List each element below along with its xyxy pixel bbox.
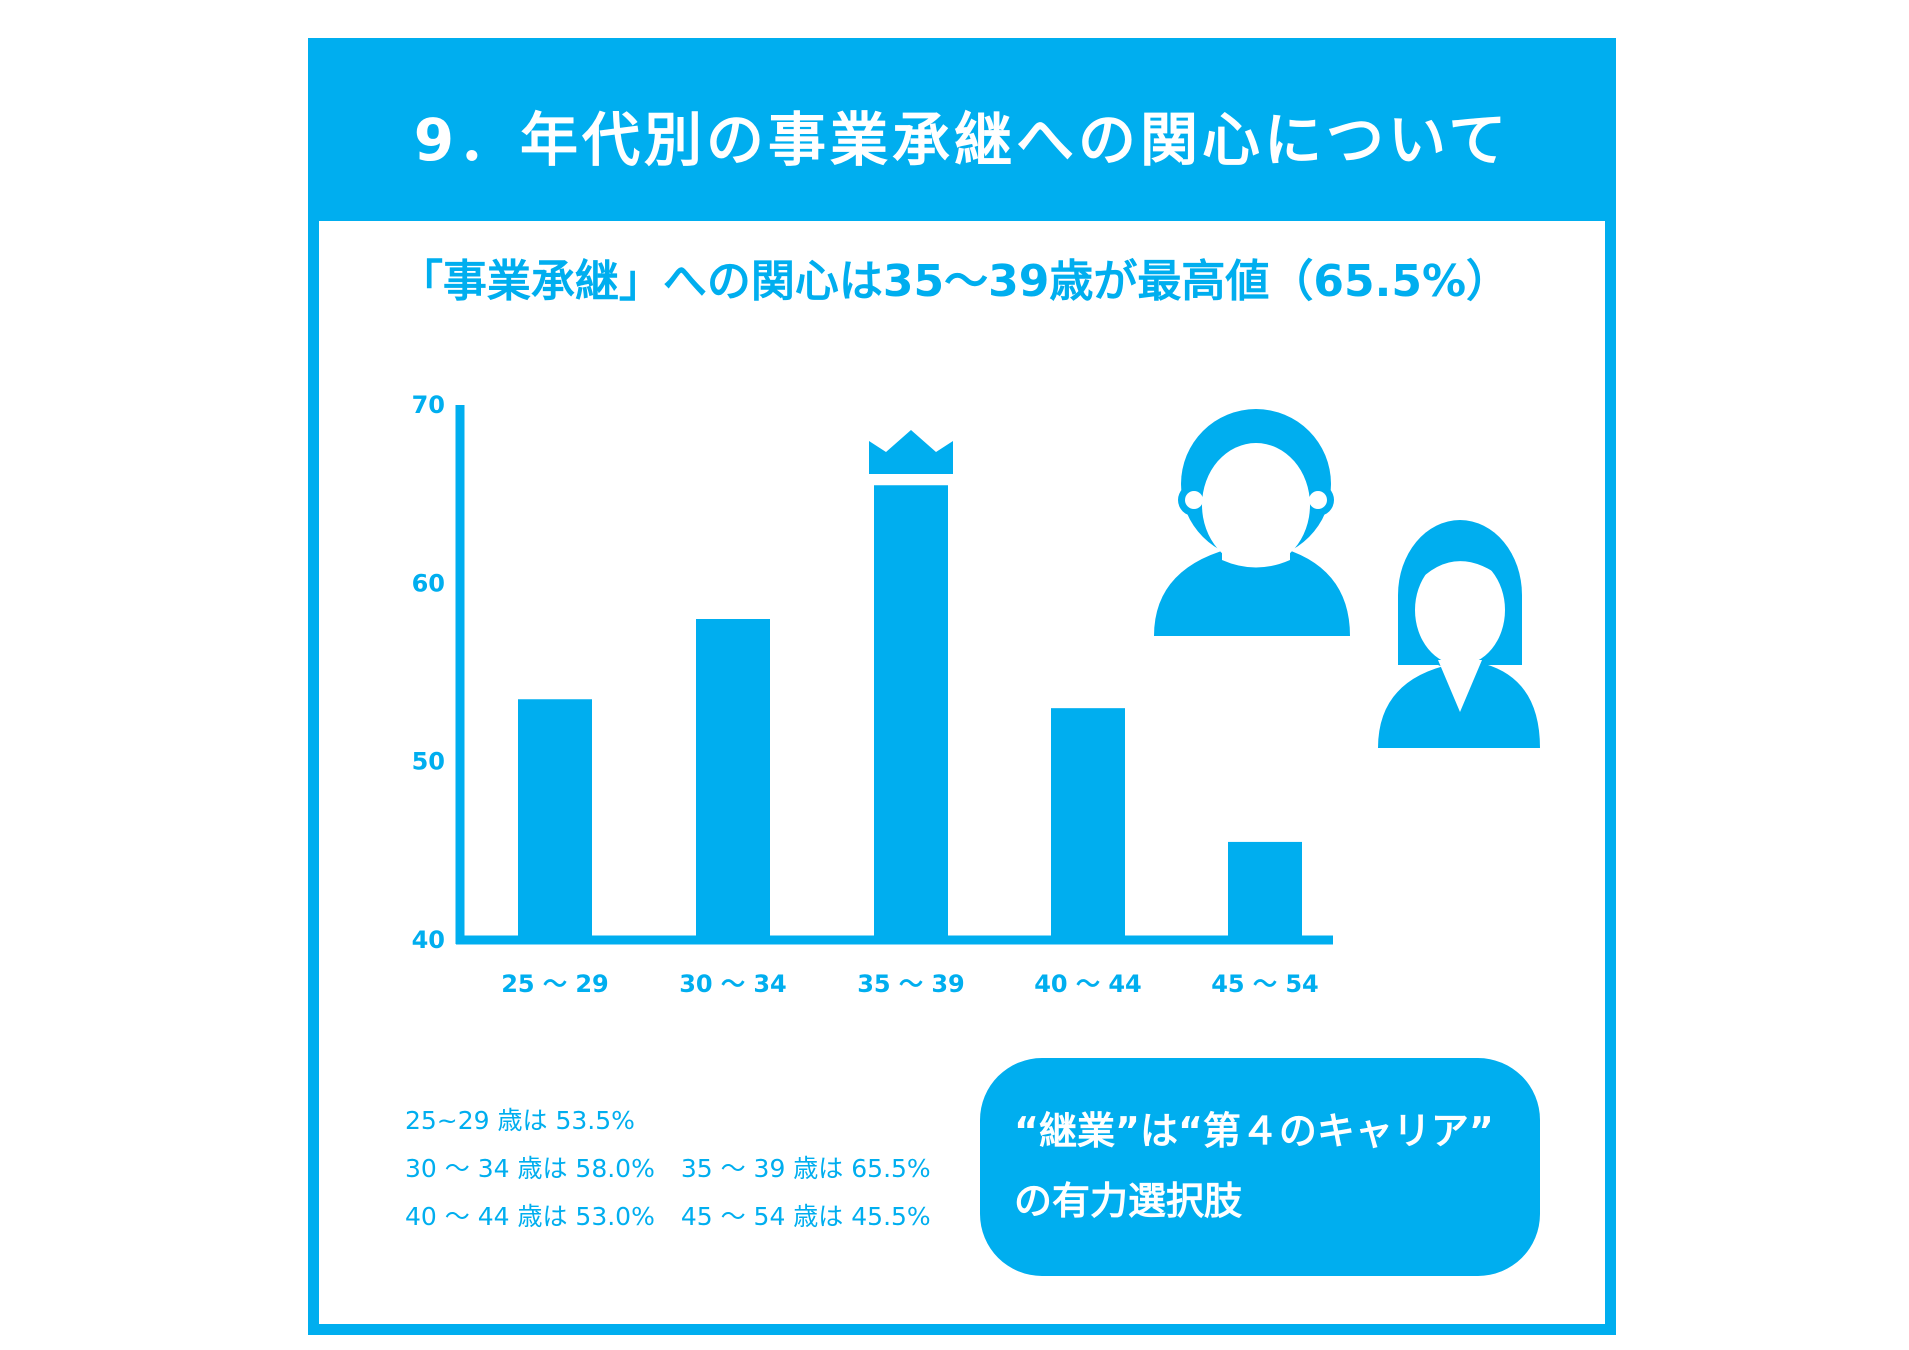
y-tick-label: 60	[412, 569, 445, 597]
value-line-3: 40 〜 44 歳は 53.0% 45 〜 54 歳は 45.5%	[405, 1193, 931, 1241]
chart-bars	[518, 485, 1302, 936]
woman-icon	[1378, 520, 1540, 748]
crown-icon	[869, 430, 953, 474]
bar-3	[1051, 708, 1125, 936]
x-tick-label: 45 〜 54	[1211, 970, 1319, 998]
infographic-frame: 9．年代別の事業承継への関心について	[308, 38, 1616, 1335]
y-tick-label: 40	[412, 926, 445, 954]
x-tick-label: 30 〜 34	[679, 970, 787, 998]
y-tick-label: 70	[412, 391, 445, 419]
callout-box: “継業”は“第４のキャリア” の有力選択肢	[980, 1058, 1540, 1276]
y-tick-label: 50	[412, 748, 445, 776]
x-tick-label: 25 〜 29	[501, 970, 609, 998]
page-title: 9．年代別の事業承継への関心について	[413, 106, 1511, 174]
value-line-1: 25~29 歳は 53.5%	[405, 1106, 635, 1135]
chart-axes	[455, 405, 1333, 945]
y-tick-labels: 70 60 50 40	[412, 391, 445, 954]
value-35-39: 35 〜 39 歳は 65.5%	[680, 1154, 931, 1183]
value-40-44: 40 〜 44 歳は 53.0%	[405, 1202, 655, 1231]
callout-line-2: の有力選択肢	[1014, 1179, 1243, 1223]
value-30-34: 30 〜 34 歳は 58.0%	[405, 1154, 655, 1183]
value-45-54: 45 〜 54 歳は 45.5%	[680, 1202, 931, 1231]
value-line-2: 30 〜 34 歳は 58.0% 35 〜 39 歳は 65.5%	[405, 1145, 931, 1193]
callout-line-1: “継業”は“第４のキャリア”	[1014, 1109, 1494, 1153]
x-tick-label: 40 〜 44	[1034, 970, 1142, 998]
title-banner: 9．年代別の事業承継への関心について	[319, 49, 1605, 221]
bar-4	[1228, 841, 1302, 936]
bar-0	[518, 699, 592, 936]
chart-subtitle: 「事業承継」への関心は35〜39歳が最高値（65.5%）	[398, 256, 1511, 307]
bar-2	[874, 485, 948, 936]
man-icon	[1154, 409, 1350, 636]
bar-1	[696, 619, 770, 936]
x-tick-labels: 25 〜 29 30 〜 34 35 〜 39 40 〜 44 45 〜 54	[501, 970, 1319, 998]
x-tick-label: 35 〜 39	[857, 970, 965, 998]
value-summary: 25~29 歳は 53.5% 30 〜 34 歳は 58.0% 35 〜 39 歳…	[405, 1097, 931, 1241]
